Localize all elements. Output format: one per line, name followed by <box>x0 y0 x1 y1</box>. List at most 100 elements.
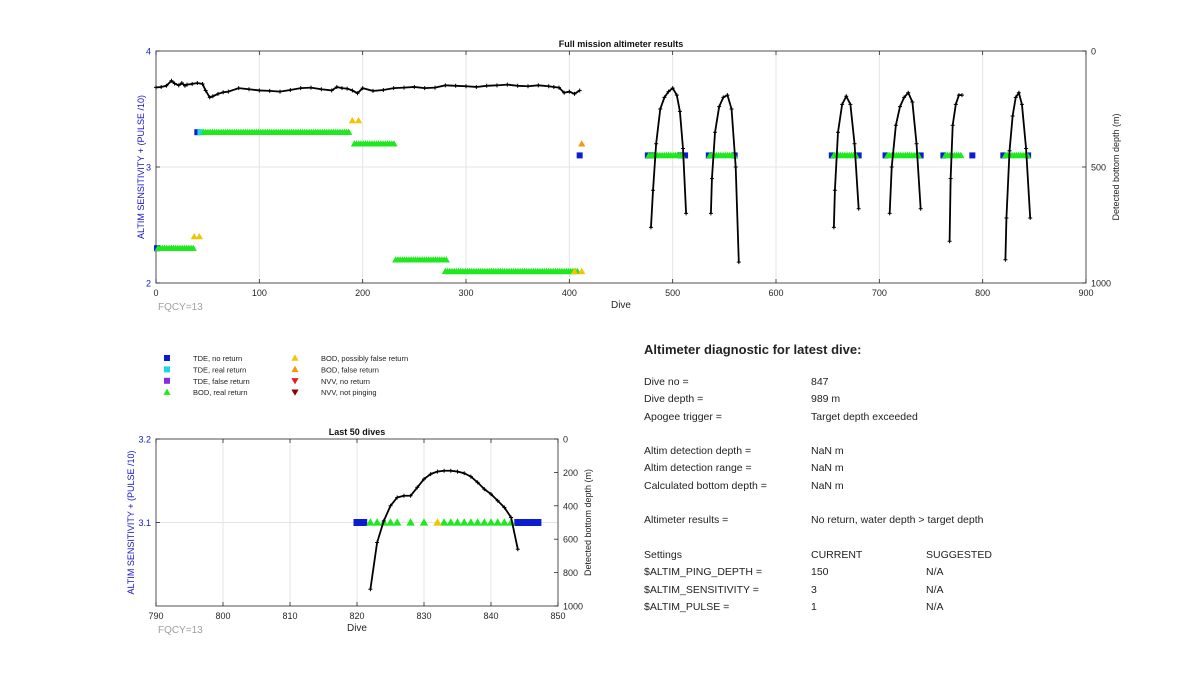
depth-point <box>562 90 567 95</box>
depth-point <box>495 498 500 503</box>
x-tick-label: 200 <box>355 288 370 298</box>
setting-row-ping-depth: $ALTIM_PING_DEPTH = 150 N/A <box>644 564 1104 581</box>
depth-point <box>482 487 487 492</box>
depth-point <box>422 86 427 91</box>
depth-point <box>918 206 923 211</box>
depth-point <box>505 82 510 87</box>
depth-point <box>182 83 187 88</box>
depth-point <box>154 85 158 90</box>
depth-point <box>674 93 679 98</box>
x-tick-label: 700 <box>872 288 887 298</box>
x-tick-label: 300 <box>458 288 473 298</box>
depth-point <box>947 239 952 244</box>
depth-point <box>515 547 520 552</box>
detect-range-label: Altim detection range = <box>644 462 752 475</box>
y-tick-label: 4 <box>146 47 151 57</box>
depth-point <box>654 141 659 146</box>
setting-current: 1 <box>811 600 817 613</box>
depth-point <box>257 88 262 93</box>
depth-point <box>898 104 902 109</box>
depth-point <box>1016 90 1021 95</box>
depth-point <box>577 88 582 93</box>
depth-point <box>893 123 898 128</box>
depth-point <box>495 83 499 88</box>
last-50-plot: 790 800 810 820 830 840 850 3.1 3.2 0 200 400 600 800… <box>126 427 593 636</box>
depth-point <box>948 176 953 181</box>
altimeter-diagnostic-panel: Altimeter diagnostic for latest dive: Di… <box>644 342 1104 616</box>
depth-point <box>708 211 713 216</box>
data-point <box>969 152 976 159</box>
data-point <box>195 233 203 240</box>
x-tick-label: 100 <box>252 288 267 298</box>
detect-depth-label: Altim detection depth = <box>644 445 752 458</box>
depth-point <box>662 95 667 100</box>
data-point <box>360 519 368 526</box>
y2-tick-label: 600 <box>563 535 578 545</box>
y2-axis-label: Detected bottom depth (m) <box>583 469 593 576</box>
depth-point <box>462 471 467 476</box>
depth-point <box>247 87 251 92</box>
depth-point <box>408 493 413 498</box>
depth-point <box>345 86 350 91</box>
plot-area <box>156 439 558 606</box>
depth-point <box>509 515 514 520</box>
data-point <box>439 518 449 526</box>
depth-point <box>484 83 489 88</box>
depth-point <box>836 130 840 135</box>
depth-point <box>953 102 958 107</box>
legend-label: TDE, real return <box>193 365 246 374</box>
depth-point <box>453 83 458 88</box>
depth-point <box>1004 216 1009 221</box>
depth-point <box>395 495 400 500</box>
data-point <box>578 140 586 147</box>
data-point <box>486 518 496 526</box>
depth-point <box>960 93 964 98</box>
data-point <box>366 518 375 526</box>
legend-item: TDE, real return <box>164 365 246 374</box>
x-tick-label: 810 <box>282 611 297 621</box>
depth-point <box>729 107 734 111</box>
results-value: No return, water depth > target depth <box>811 514 984 527</box>
depth-point <box>210 94 215 99</box>
data-point <box>460 518 469 526</box>
data-point <box>1000 152 1007 159</box>
depth-point <box>1019 102 1024 107</box>
series-tde-no-return <box>353 519 542 526</box>
depth-point <box>381 87 386 92</box>
x-tick-label: 850 <box>550 611 565 621</box>
setting-suggested: N/A <box>926 600 944 613</box>
depth-point <box>709 176 714 181</box>
depth-point <box>887 211 892 216</box>
y-tick-label: 3.2 <box>138 435 151 445</box>
depth-point <box>832 188 837 193</box>
depth-point <box>412 84 417 89</box>
depth-point <box>443 83 448 88</box>
data-point <box>514 519 522 526</box>
depth-point <box>340 86 344 91</box>
depth-point <box>375 540 380 545</box>
legend-marker <box>164 377 170 384</box>
depth-point <box>159 84 164 89</box>
depth-point <box>844 94 849 99</box>
legend-item: TDE, false return <box>164 377 250 386</box>
depth-point <box>902 95 907 100</box>
chart-title: Full mission altimeter results <box>559 39 684 49</box>
y2-tick-label: 800 <box>563 568 578 578</box>
depth-point <box>1028 216 1033 221</box>
depth-point <box>557 85 561 90</box>
legend-item: BOD, false return <box>291 365 379 374</box>
x-tick-label: 820 <box>349 611 364 621</box>
depth-point <box>185 82 189 87</box>
apogee-row: Apogee trigger = Target depth exceeded <box>644 409 1104 426</box>
settings-header: Settings <box>644 548 682 561</box>
data-point <box>406 518 415 526</box>
setting-row-pulse: $ALTIM_PULSE = 1 N/A <box>644 599 1104 616</box>
data-point <box>446 518 455 526</box>
depth-point <box>203 88 208 93</box>
legend-marker <box>291 378 299 385</box>
y2-tick-label: 0 <box>563 435 568 445</box>
depth-point <box>856 206 861 211</box>
legend-label: BOD, possibly false return <box>321 354 408 363</box>
depth-point <box>329 88 334 93</box>
results-label: Altimeter results = <box>644 514 729 527</box>
